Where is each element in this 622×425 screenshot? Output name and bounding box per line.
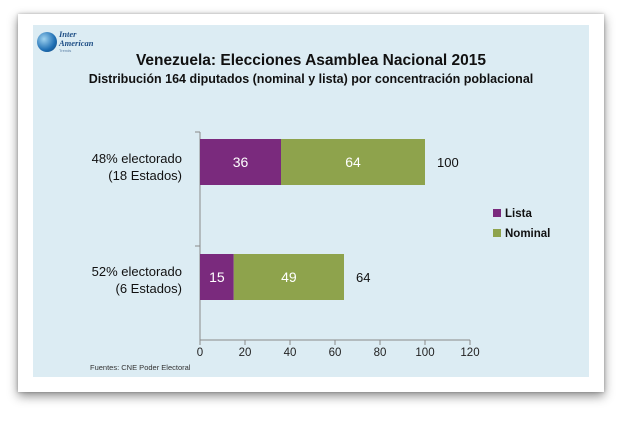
x-tick-label: 20 — [239, 347, 252, 359]
legend-label: Lista — [505, 208, 532, 220]
legend-swatch-nominal — [493, 229, 501, 237]
total-label: 64 — [356, 270, 370, 285]
x-tick-label: 0 — [197, 347, 203, 359]
data-label: 15 — [209, 269, 225, 285]
logo-subtext: Trends — [59, 48, 72, 53]
chart-title: Venezuela: Elecciones Asamblea Nacional … — [135, 52, 487, 69]
bar-nominal — [281, 139, 425, 185]
category-label: (18 Estados) — [108, 168, 182, 183]
bar-nominal — [233, 254, 344, 300]
category-label: (6 Estados) — [116, 281, 182, 296]
data-label: 36 — [233, 154, 249, 170]
x-tick-label: 40 — [284, 347, 297, 359]
slide-background — [33, 25, 589, 377]
legend-swatch-lista — [493, 209, 501, 217]
logo-text: Inter American — [59, 30, 109, 47]
logo: Inter American Trends — [37, 30, 107, 54]
source-note: Fuentes: CNE Poder Electoral — [90, 363, 191, 372]
logo-line2: American — [59, 37, 94, 48]
category-label: 52% electorado — [92, 264, 182, 279]
x-tick-label: 120 — [460, 347, 479, 359]
logo-line1: Inter — [59, 29, 77, 39]
x-tick-label: 60 — [329, 347, 342, 359]
legend-label: Nominal — [505, 228, 550, 240]
x-tick-label: 80 — [374, 347, 387, 359]
globe-icon — [37, 32, 57, 52]
category-label: 48% electorado — [92, 151, 182, 166]
data-label: 64 — [345, 154, 361, 170]
data-label: 49 — [281, 269, 297, 285]
x-tick-label: 100 — [415, 347, 434, 359]
bar-lista — [200, 139, 281, 185]
bar-lista — [200, 254, 234, 300]
chart-subtitle: Distribución 164 diputados (nominal y li… — [88, 72, 534, 86]
total-label: 100 — [437, 155, 459, 170]
